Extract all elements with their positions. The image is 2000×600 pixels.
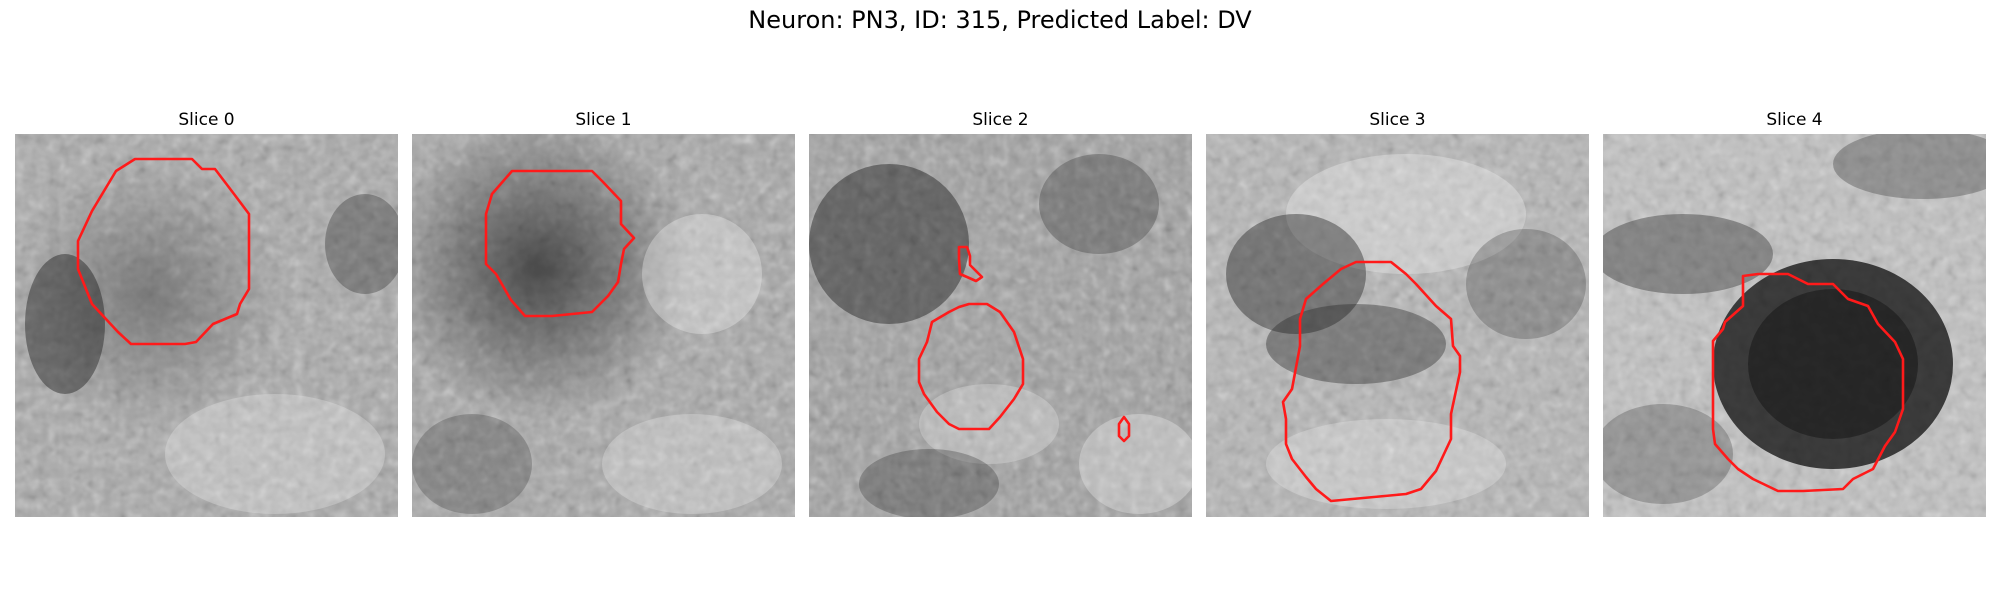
segmentation-contour-dot [1117, 415, 1131, 443]
segmentation-contour [76, 157, 251, 346]
slice-title-4: Slice 4 [1766, 110, 1823, 130]
slice-title-3: Slice 3 [1369, 110, 1426, 130]
slice-panel-4: Slice 4 [1603, 108, 1986, 517]
slice-panel-1: Slice 1 [412, 108, 795, 517]
slice-title-2: Slice 2 [972, 110, 1029, 130]
segmentation-contour [1281, 260, 1462, 503]
slice-title-1: Slice 1 [575, 110, 632, 130]
slice-panel-3: Slice 3 [1206, 108, 1589, 517]
segmentation-contour [1711, 272, 1905, 493]
slice-image-0 [15, 134, 398, 517]
slice-title-0: Slice 0 [178, 110, 235, 130]
slice-image-3 [1206, 134, 1589, 517]
segmentation-contour-small [957, 245, 984, 283]
slice-image-4 [1603, 134, 1986, 517]
slice-image-1 [412, 134, 795, 517]
segmentation-contour [484, 169, 636, 318]
slice-image-2 [809, 134, 1192, 517]
slice-panel-2: Slice 2 [809, 108, 1192, 517]
figure-title: Neuron: PN3, ID: 315, Predicted Label: D… [748, 6, 1252, 34]
slice-panel-0: Slice 0 [15, 108, 398, 517]
segmentation-contour [917, 302, 1025, 431]
